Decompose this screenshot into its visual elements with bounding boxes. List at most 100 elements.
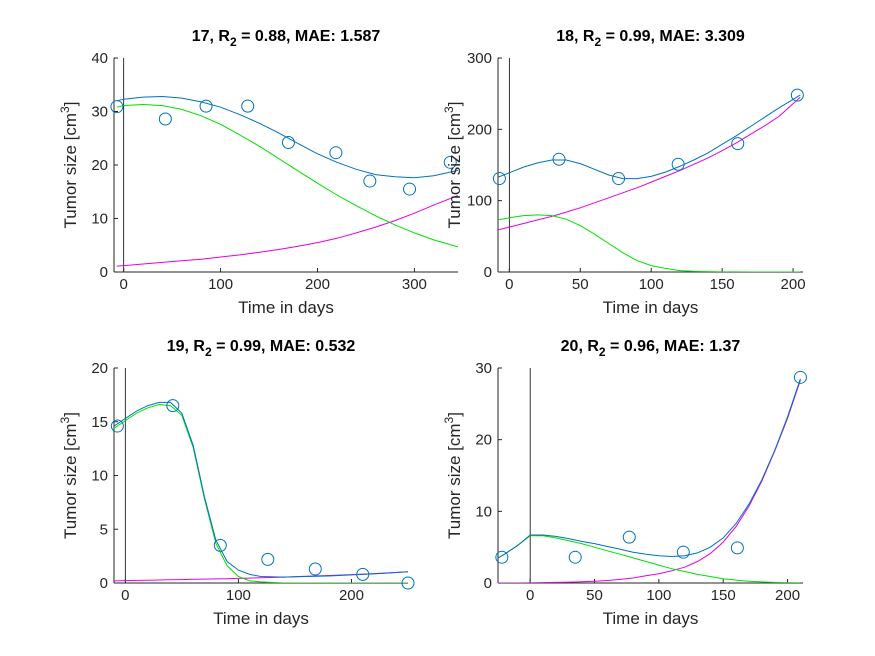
panel-1-curves: [116, 95, 458, 267]
panel-2-data-point: [612, 172, 626, 186]
panel-3-y-tick-label: 15: [91, 414, 108, 431]
panel-4-sensitive-line: [498, 535, 801, 583]
panel-4-curves: [498, 378, 801, 583]
panel-4-title: 20, R2 = 0.96, MAE: 1.37: [561, 338, 741, 359]
panel-2-x-tick-label: 200: [781, 276, 806, 293]
panel-4-ylabel-main: Tumor size [cm: [445, 423, 464, 539]
panel-1-data-point: [363, 174, 377, 188]
panel-3-data-point: [401, 576, 415, 590]
panel-2-title-prefix: 18, R: [556, 28, 595, 45]
panel-2-y-tick-label: 0: [484, 264, 492, 281]
panel-3-data-point: [213, 538, 227, 552]
panel-1-x-tick-label: 300: [402, 276, 427, 293]
panel-3-fit-line: [114, 401, 408, 578]
panel-1-title-suffix: = 0.88, MAE: 1.587: [237, 28, 381, 45]
panel-1-ylabel-superscript: 3: [58, 106, 72, 113]
panel-2-fit-line: [498, 94, 801, 180]
panel-1-x-axis-label: Time in days: [238, 298, 334, 317]
panel-2-x-tick-label: 100: [639, 276, 664, 293]
panel-3-curves: [114, 401, 408, 583]
panel-1-y-axis-label: Tumor size [cm3]: [58, 102, 80, 229]
panel-2-y-tick-label: 300: [467, 50, 492, 67]
panel-4-y-tick-label: 10: [475, 503, 492, 520]
panel-3-ylabel-superscript: 3: [58, 416, 72, 423]
panel-3-x-tick-label: 200: [339, 587, 364, 604]
panel-3-data-point: [110, 419, 124, 433]
panel-1-y-tick-label: 20: [91, 157, 108, 174]
panel-4-x-tick-label: 0: [526, 587, 534, 604]
panel-4-ylabel-superscript: 3: [442, 416, 456, 423]
panel-1-data-point: [329, 146, 343, 160]
panel-3-data-point: [261, 552, 275, 566]
panel-1-y-tick-label: 30: [91, 104, 108, 121]
panel-4-y-tick-label: 0: [484, 575, 492, 592]
panel-4-title-subscript: 2: [599, 345, 606, 359]
panel-1-y-tick-label: 0: [100, 264, 108, 281]
panel-4-data-point: [793, 370, 807, 384]
panel-4-y-axis-label: Tumor size [cm3]: [442, 412, 464, 539]
panel-3-y-tick-label: 20: [91, 360, 108, 377]
panel-4-x-tick-label: 200: [775, 587, 800, 604]
panel-3-y-tick-label: 0: [100, 575, 108, 592]
panel-3-y-tick-label: 10: [91, 468, 108, 485]
panel-4-fit-line: [498, 378, 801, 559]
panel-2-x-tick-label: 150: [710, 276, 735, 293]
panel-1-x-tick-label: 0: [120, 276, 128, 293]
panel-3-x-axis-label: Time in days: [213, 609, 309, 628]
panel-4-data-point: [568, 550, 582, 564]
panel-1-data-point: [110, 100, 124, 114]
panel-2-data-point: [790, 88, 804, 102]
panel-1-data-point: [403, 182, 417, 196]
panel-1-title: 17, R2 = 0.88, MAE: 1.587: [192, 28, 381, 49]
panel-1-ylabel-end: ]: [61, 102, 80, 107]
panel-1-ylabel-main: Tumor size [cm: [61, 113, 80, 229]
panel-2-x-tick-label: 50: [572, 276, 589, 293]
panel-3-x-tick-label: 0: [121, 587, 129, 604]
panel-2-x-tick-label: 0: [505, 276, 513, 293]
panel-2-curves: [498, 94, 801, 272]
panel-2-sensitive-line: [498, 214, 801, 272]
panel-2-data-point: [671, 157, 685, 171]
panel-1-resistant-line: [116, 195, 458, 267]
panel-4: 0 50 100 150 200 0 10 20 30 20, R2 = 0.96, MAE: 1…: [442, 338, 807, 628]
panel-2-resistant-line: [498, 96, 801, 231]
panel-1-data-point: [443, 155, 457, 169]
panel-1-fit-line: [116, 95, 458, 179]
panel-4-x-tick-label: 100: [646, 587, 671, 604]
panel-3-title-subscript: 2: [205, 345, 212, 359]
panel-2-ylabel-end: ]: [445, 102, 464, 107]
panel-2-ylabel-superscript: 3: [442, 106, 456, 113]
panel-4-y-tick-label: 30: [475, 360, 492, 377]
panel-3-title-suffix: = 0.99, MAE: 0.532: [212, 338, 356, 355]
panel-1-sensitive-line: [116, 103, 458, 248]
panel-2-title-subscript: 2: [594, 35, 601, 49]
panel-4-x-tick-label: 150: [711, 587, 736, 604]
panel-4-data-point: [676, 545, 690, 559]
panel-2-ylabel-main: Tumor size [cm: [445, 113, 464, 229]
panel-3: 0 100 200 0 5 10 15 20 19, R2 = 0.99, MAE: 0.532…: [58, 338, 415, 628]
panel-1-data-point: [199, 99, 213, 113]
panel-4-x-axis-label: Time in days: [603, 609, 699, 628]
panel-1-title-subscript: 2: [230, 35, 237, 49]
panel-3-x-tick-label: 100: [226, 587, 251, 604]
panel-3-data-point: [308, 562, 322, 576]
panel-4-title-suffix: = 0.96, MAE: 1.37: [606, 338, 741, 355]
panel-3-title-prefix: 19, R: [167, 338, 206, 355]
panel-3-title: 19, R2 = 0.99, MAE: 0.532: [167, 338, 356, 359]
panel-3-sensitive-line: [114, 403, 408, 583]
panel-4-title-prefix: 20, R: [561, 338, 600, 355]
panel-2-data-point: [552, 152, 566, 166]
panel-4-y-tick-label: 20: [475, 432, 492, 449]
panel-1-data-point: [241, 99, 255, 113]
panel-3-y-axis-label: Tumor size [cm3]: [58, 412, 80, 539]
panel-4-ylabel-end: ]: [445, 412, 464, 417]
panel-2-data-point: [492, 172, 506, 186]
panel-3-ylabel-end: ]: [61, 412, 80, 417]
panel-1-y-tick-label: 40: [91, 50, 108, 67]
panel-3-y-tick-label: 5: [100, 521, 108, 538]
panel-2-y-tick-label: 200: [467, 121, 492, 138]
panel-1: 0 100 200 300 0 10 20 30 40 17, R2 = 0.88, MAE: 1…: [58, 28, 458, 317]
panel-2-title-suffix: = 0.99, MAE: 3.309: [601, 28, 745, 45]
panel-2-y-tick-label: 100: [467, 193, 492, 210]
